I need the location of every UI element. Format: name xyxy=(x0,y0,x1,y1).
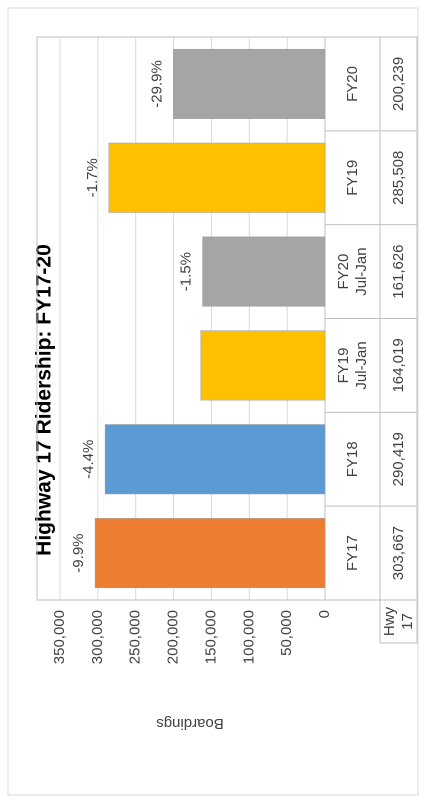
bar xyxy=(104,424,326,495)
y-tick-label: 250,000 xyxy=(127,610,144,664)
category-label: FY18 xyxy=(343,441,361,478)
category-label: FY20 Jul-Jan xyxy=(334,247,370,296)
y-tick-label: 200,000 xyxy=(165,610,182,664)
y-tick-label: 350,000 xyxy=(51,610,68,664)
category-label: FY19 xyxy=(343,159,361,196)
value-label: 161,626 xyxy=(389,244,407,299)
bar xyxy=(108,142,326,213)
legend-label: Hwy 17 xyxy=(380,606,416,637)
category-label: FY19 Jul-Jan xyxy=(334,341,370,390)
value-label: 303,667 xyxy=(389,525,407,581)
y-tick-label: 100,000 xyxy=(240,610,257,664)
value-label: 285,508 xyxy=(389,150,407,205)
value-label: 200,239 xyxy=(389,56,407,112)
data-annotation: -29.9% xyxy=(148,60,165,108)
category-label: FY20 xyxy=(343,66,361,102)
data-annotation: -1.7% xyxy=(84,158,101,197)
value-label: 164,019 xyxy=(389,338,407,393)
bar xyxy=(94,518,326,589)
y-tick-label: 50,000 xyxy=(278,610,295,656)
chart-frame xyxy=(7,7,419,796)
bar xyxy=(202,236,326,307)
data-annotation: -9.9% xyxy=(70,533,87,572)
chart-title: Highway 17 Ridership: FY17-20 xyxy=(33,244,56,556)
y-tick-label: 300,000 xyxy=(89,610,106,664)
data-annotation: -4.4% xyxy=(80,440,97,479)
y-axis-title: Boardings xyxy=(156,715,224,732)
bar xyxy=(173,48,326,119)
bar xyxy=(200,330,326,401)
category-label: FY17 xyxy=(343,535,361,572)
y-tick-label: 150,000 xyxy=(202,610,219,664)
data-annotation: -1.5% xyxy=(178,252,195,291)
y-tick-label: 0 xyxy=(316,610,333,618)
value-label: 290,419 xyxy=(389,432,407,487)
